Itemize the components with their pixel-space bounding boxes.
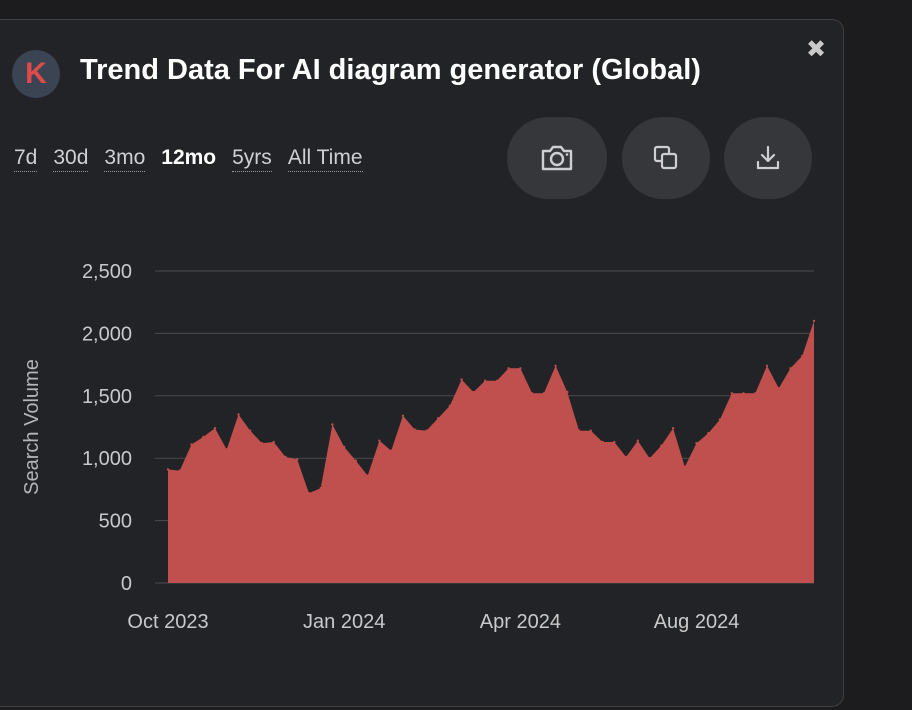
trend-panel — [0, 19, 844, 707]
data-point — [601, 440, 604, 444]
data-point — [542, 392, 546, 395]
data-point — [237, 413, 240, 416]
data-point — [754, 392, 757, 395]
y-tick-label: 1,000 — [82, 448, 132, 470]
data-point — [272, 440, 275, 444]
y-tick-label: 0 — [121, 573, 132, 595]
data-point — [812, 319, 816, 323]
x-tick-label: Jan 2024 — [303, 611, 385, 633]
data-point — [460, 378, 463, 381]
data-point — [178, 469, 181, 472]
data-point — [577, 429, 581, 432]
y-axis-title: Search Volume — [21, 359, 43, 495]
data-point — [695, 442, 698, 445]
data-point — [166, 468, 170, 471]
brand-logo: K — [12, 50, 60, 98]
range-3mo[interactable]: 3mo — [104, 145, 146, 172]
data-point — [213, 427, 217, 430]
copy-icon — [653, 145, 678, 170]
data-point — [331, 423, 334, 426]
data-point — [190, 443, 193, 446]
data-point — [343, 445, 346, 449]
data-point — [472, 390, 475, 394]
data-point — [284, 455, 287, 459]
data-point — [613, 440, 616, 444]
range-30d[interactable]: 30d — [53, 145, 89, 172]
close-icon[interactable]: ✖ — [805, 36, 827, 63]
data-point — [390, 449, 393, 452]
y-tick-label: 500 — [99, 511, 132, 533]
data-point — [425, 429, 428, 432]
copy-button[interactable] — [622, 117, 710, 199]
data-point — [448, 404, 452, 407]
data-point — [401, 414, 405, 417]
data-point — [636, 439, 639, 442]
data-point — [660, 444, 663, 447]
data-point — [296, 458, 299, 461]
data-point — [707, 432, 710, 435]
search-volume-area — [168, 320, 814, 583]
data-point — [202, 435, 205, 439]
data-point — [378, 439, 381, 442]
data-point — [765, 364, 769, 367]
y-tick-label: 2,500 — [82, 261, 132, 283]
data-point — [519, 367, 522, 370]
y-tick-label: 2,000 — [82, 323, 132, 345]
data-point — [742, 392, 745, 395]
range-all-time[interactable]: All Time — [287, 145, 363, 172]
data-point — [413, 428, 416, 431]
y-tick-label: 1,500 — [82, 386, 132, 408]
time-range-selector: 7d 30d 3mo 12mo 5yrs All Time — [14, 145, 379, 172]
download-button[interactable] — [724, 117, 812, 199]
data-point — [225, 448, 228, 451]
data-point — [683, 465, 686, 469]
data-point — [789, 367, 792, 370]
x-tick-label: Aug 2024 — [654, 611, 740, 633]
data-point — [777, 387, 780, 390]
x-tick-label: Oct 2023 — [127, 611, 208, 633]
data-point — [530, 392, 534, 395]
data-point — [366, 474, 369, 477]
data-point — [648, 457, 651, 460]
range-12mo[interactable]: 12mo — [161, 146, 217, 169]
data-point — [554, 364, 557, 367]
data-point — [718, 418, 722, 421]
range-7d[interactable]: 7d — [14, 145, 38, 172]
data-point — [624, 455, 628, 459]
x-tick-label: Apr 2024 — [480, 611, 561, 633]
data-point — [260, 442, 264, 445]
data-point — [589, 429, 592, 432]
range-5yrs[interactable]: 5yrs — [232, 145, 272, 172]
page-title: Trend Data For AI diagram generator (Glo… — [80, 54, 701, 86]
camera-icon — [541, 145, 573, 171]
screenshot-button[interactable] — [507, 117, 607, 199]
data-point — [730, 392, 733, 395]
data-point — [671, 427, 675, 430]
data-point — [319, 487, 322, 490]
data-point — [354, 459, 358, 462]
data-point — [483, 379, 487, 382]
data-point — [507, 367, 510, 370]
download-icon — [756, 145, 780, 170]
data-point — [436, 417, 440, 420]
data-point — [307, 491, 311, 495]
data-point — [566, 390, 569, 394]
logo-letter: K — [25, 57, 47, 90]
data-point — [495, 379, 499, 382]
data-point — [249, 429, 252, 432]
data-point — [801, 354, 804, 358]
